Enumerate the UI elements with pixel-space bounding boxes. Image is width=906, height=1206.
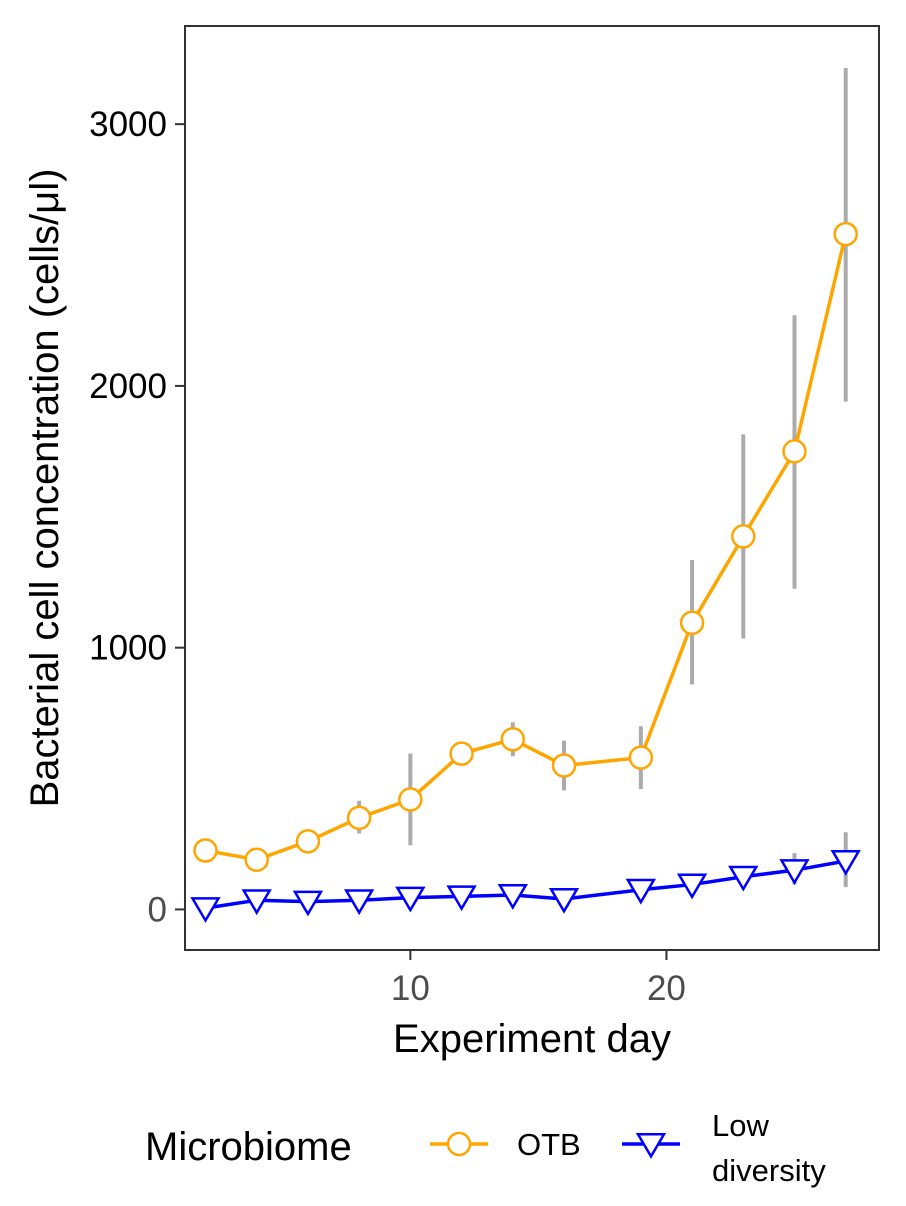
data-point-circle	[244, 847, 269, 872]
data-point-circle	[500, 727, 526, 752]
data-point-circle	[398, 787, 423, 812]
data-point-triangle	[830, 850, 861, 876]
plot-panel-border	[184, 25, 880, 951]
data-point-triangle	[446, 885, 477, 912]
x-tick-label: 10	[391, 969, 430, 1008]
legend-title: Microbiome	[145, 1125, 352, 1169]
data-point-triangle	[190, 897, 221, 923]
data-point-circle	[295, 829, 321, 854]
x-tick-label: 20	[647, 969, 686, 1008]
x-axis-title: Experiment day	[393, 1017, 671, 1061]
data-point-triangle	[395, 886, 426, 913]
legend-label-line: diversity	[712, 1153, 826, 1188]
data-point-triangle	[292, 890, 324, 917]
data-point-circle	[731, 524, 756, 549]
data-point-triangle	[728, 865, 759, 892]
data-point-triangle	[676, 873, 708, 900]
legend: Microbiome OTB Low diversity	[145, 1108, 826, 1188]
data-point-circle	[449, 741, 474, 766]
data-point-circle	[551, 753, 577, 778]
y-axis: 0 1000 2000 3000	[89, 105, 185, 929]
y-tick-label: 3000	[89, 105, 167, 144]
data-point-circle	[628, 745, 654, 770]
data-point-triangle	[625, 878, 657, 905]
data-point-triangle	[497, 884, 528, 910]
legend-label: OTB	[517, 1127, 581, 1162]
legend-label-line: OTB	[517, 1127, 581, 1162]
data-point-triangle	[779, 859, 810, 885]
legend-label-line: Low	[712, 1108, 769, 1143]
y-tick-label: 0	[148, 890, 167, 929]
data-point-circle	[346, 805, 372, 831]
legend-label: Low diversity	[712, 1108, 826, 1188]
legend-entries: OTB Low diversity	[430, 1108, 826, 1188]
data-point-circle	[833, 221, 858, 247]
legend-key-marker	[446, 1131, 472, 1157]
data-point-triangle	[343, 889, 375, 916]
series-points	[190, 221, 861, 923]
data-point-circle	[193, 838, 218, 863]
data-point-circle	[679, 610, 705, 636]
y-axis-title: Bacterial cell concentration (cells/μl)	[23, 169, 67, 808]
data-point-triangle	[241, 889, 272, 916]
data-point-circle	[782, 439, 807, 464]
x-axis: 10 20	[391, 950, 686, 1008]
y-tick-label: 1000	[89, 629, 167, 668]
y-tick-label: 2000	[89, 367, 167, 406]
data-point-triangle	[548, 887, 580, 914]
legend-key-marker	[635, 1133, 667, 1159]
